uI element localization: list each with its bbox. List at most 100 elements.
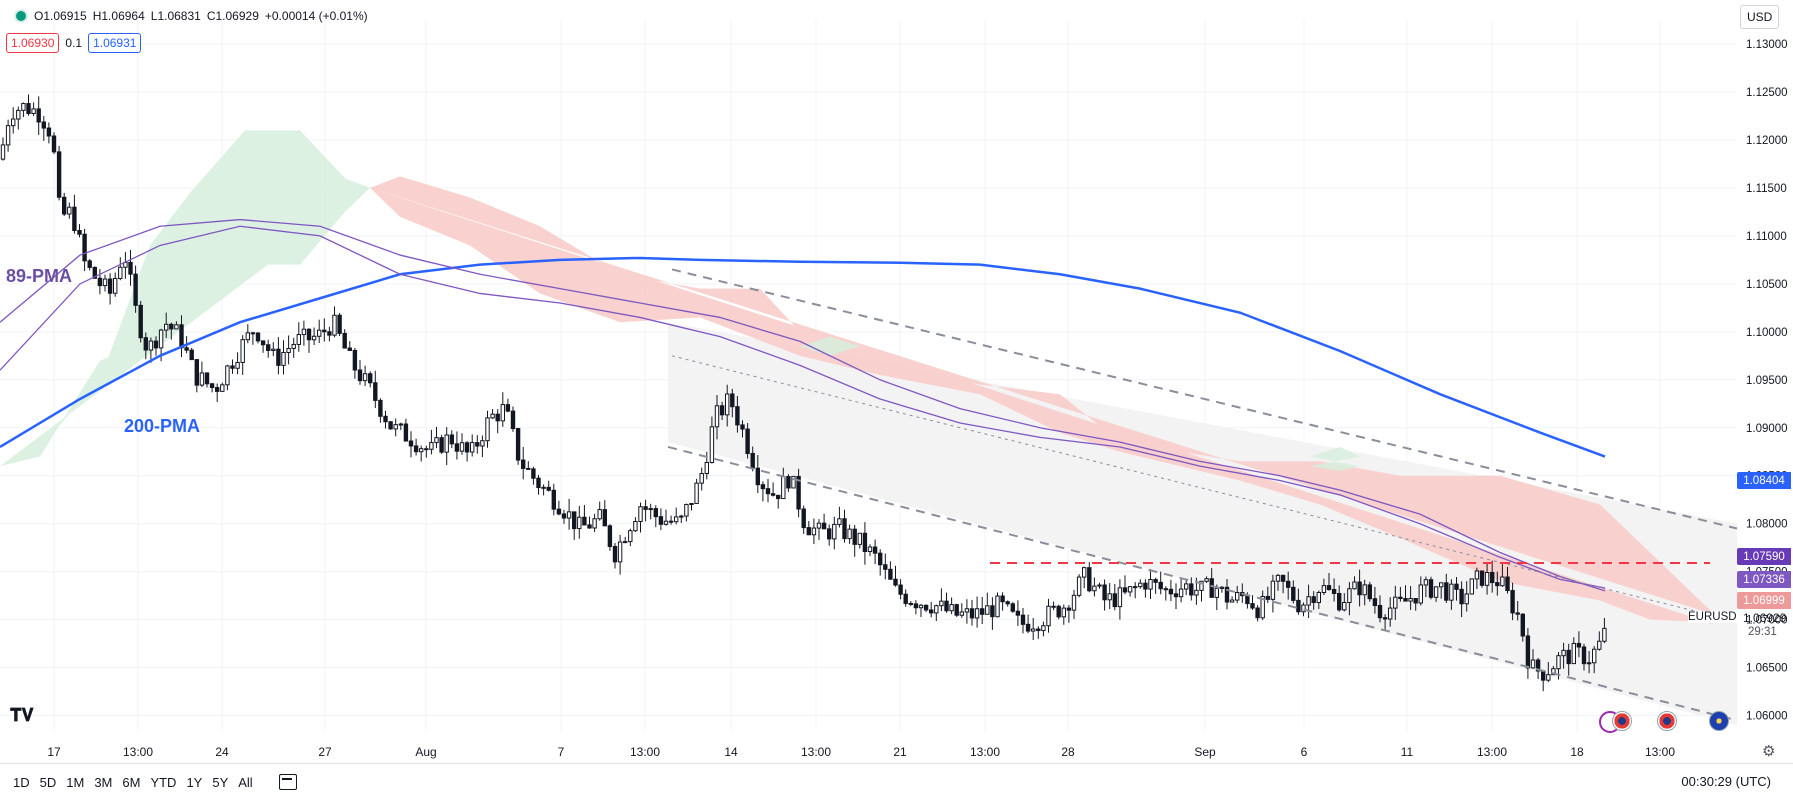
candle-body: [439, 437, 444, 453]
candle-body: [1214, 587, 1219, 598]
candle: [1173, 583, 1179, 610]
candle: [1056, 604, 1061, 620]
us-flag-event-icon[interactable]: [1612, 711, 1632, 731]
candle: [1082, 566, 1087, 589]
candle-body: [1173, 593, 1179, 598]
candle-body: [939, 600, 944, 607]
eu-flag-event-icon[interactable]: [1709, 711, 1729, 731]
candle: [464, 440, 470, 462]
candle: [373, 370, 378, 409]
candle: [582, 504, 587, 526]
range-3m-button[interactable]: 3M: [94, 774, 113, 790]
tradingview-logo-icon[interactable]: 𝐓𝐕: [10, 705, 34, 725]
candle: [1342, 593, 1347, 612]
candles: [0, 94, 1607, 692]
candle-body: [923, 604, 929, 611]
channel-lower: [667, 445, 1738, 722]
x-tick-label: Sep: [1194, 745, 1216, 759]
range-all-button[interactable]: All: [238, 774, 253, 790]
candle: [419, 445, 424, 462]
range-5d-button[interactable]: 5D: [39, 774, 57, 790]
gear-icon[interactable]: ⚙: [1762, 743, 1776, 760]
candle-body: [893, 578, 898, 586]
calendar-icon[interactable]: [278, 774, 297, 790]
candle-body: [980, 608, 985, 615]
candle: [271, 342, 276, 357]
candle-body: [255, 332, 261, 342]
candle: [1209, 568, 1214, 598]
candle-body: [296, 334, 302, 345]
candle: [1025, 614, 1031, 634]
candle: [1602, 617, 1607, 644]
candle-body: [378, 399, 383, 417]
candle: [668, 515, 674, 525]
range-1d-button[interactable]: 1D: [13, 774, 30, 790]
range-ytd-button[interactable]: YTD: [150, 774, 177, 790]
candle: [1189, 577, 1194, 601]
candle: [1352, 576, 1357, 590]
candle-body: [490, 413, 495, 419]
utc-clock[interactable]: 00:30:29 (UTC): [1681, 774, 1771, 789]
us-flag-event-icon[interactable]: [1657, 711, 1677, 731]
candle: [266, 339, 271, 358]
candle: [1561, 642, 1566, 669]
candle-body: [393, 424, 398, 430]
trade-panel: 1.06930 0.1 1.06931: [6, 33, 142, 53]
candle-body: [969, 608, 975, 619]
x-tick-label: 17: [47, 745, 61, 759]
candle-body: [1515, 612, 1520, 615]
candle: [1020, 607, 1026, 634]
price-chart[interactable]: 1.13000 1.12500 1.12000 1.11500 1.11000 1.105…: [0, 0, 1793, 730]
candle: [980, 596, 985, 625]
range-1y-button[interactable]: 1Y: [186, 774, 203, 790]
candle-body: [352, 349, 358, 371]
candle-body: [337, 314, 342, 334]
range-5y-button[interactable]: 5Y: [212, 774, 229, 790]
candle-body: [617, 541, 623, 563]
candle: [113, 272, 118, 297]
candle-body: [1291, 586, 1296, 601]
candle-body: [424, 448, 429, 451]
candle-body: [266, 344, 271, 351]
candle-body: [806, 527, 811, 536]
candle: [1112, 583, 1117, 611]
candle-body: [291, 343, 296, 349]
candle-body: [92, 266, 97, 279]
candle: [1286, 571, 1291, 600]
candle: [133, 265, 138, 313]
buy-button[interactable]: 1.06931: [88, 33, 142, 53]
candle: [322, 318, 327, 342]
candle: [505, 398, 511, 413]
candle-body: [801, 508, 806, 529]
currency-selector[interactable]: USD: [1740, 5, 1780, 29]
candle: [240, 335, 245, 375]
candle: [862, 522, 868, 565]
candle-body: [153, 340, 159, 349]
candle: [623, 536, 628, 544]
candle-body: [1357, 581, 1362, 596]
candle: [199, 361, 205, 388]
candle: [31, 102, 36, 116]
bottom-toolbar: 1D 5D 1M 3M 6M YTD 1Y 5Y All 00:30:29 (U…: [0, 763, 1793, 800]
range-1m-button[interactable]: 1M: [66, 774, 85, 790]
candle: [220, 382, 225, 392]
candle-body: [357, 369, 363, 382]
candle: [118, 257, 123, 281]
candle: [1490, 560, 1495, 593]
candle: [1433, 586, 1439, 602]
sell-button[interactable]: 1.06930: [6, 33, 60, 53]
candle-body: [388, 421, 393, 430]
range-6m-button[interactable]: 6M: [122, 774, 141, 790]
candle-body: [419, 448, 424, 453]
candle-body: [1377, 605, 1383, 619]
low-value: L1.06831: [150, 9, 201, 23]
candle-body: [526, 467, 531, 470]
candle-body: [1245, 595, 1250, 605]
candle-body: [791, 475, 796, 489]
cloud-price-tag: 1.06999: [1737, 592, 1791, 609]
candle-body: [408, 440, 414, 447]
candle: [714, 395, 720, 440]
bar-countdown: 29:31: [1748, 626, 1777, 638]
x-tick-label: 13:00: [969, 745, 1001, 759]
x-tick-label: 27: [318, 745, 332, 759]
